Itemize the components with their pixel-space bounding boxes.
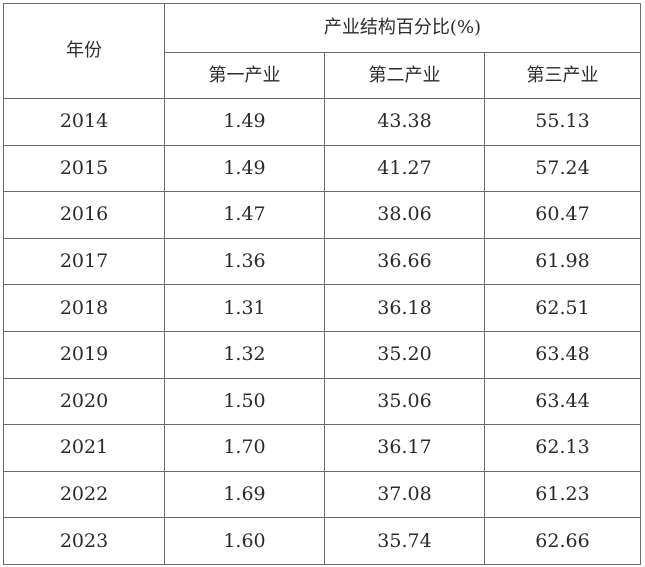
table-row: 2023 1.60 35.74 62.66	[3, 517, 641, 565]
secondary-industry-cell: 36.18	[324, 284, 485, 332]
table-row: 2019 1.32 35.20 63.48	[3, 330, 641, 379]
header-row-sub: 第一产业 第二产业 第三产业	[4, 52, 641, 99]
year-cell: 2015	[3, 144, 165, 193]
industry-structure-group-header: 产业结构百分比(%)	[164, 3, 641, 53]
tertiary-industry-cell: 62.66	[484, 517, 641, 565]
secondary-industry-cell: 43.38	[324, 98, 485, 146]
year-cell: 2018	[3, 284, 165, 332]
secondary-industry-cell: 41.27	[324, 144, 485, 193]
secondary-industry-cell: 35.20	[324, 330, 485, 379]
primary-industry-cell: 1.49	[164, 98, 325, 146]
primary-industry-cell: 1.60	[164, 517, 325, 565]
table-row: 2014 1.49 43.38 55.13	[3, 98, 641, 146]
primary-industry-cell: 1.49	[164, 144, 325, 193]
secondary-industry-cell: 36.66	[324, 237, 485, 286]
year-cell: 2022	[3, 470, 165, 519]
year-cell: 2014	[3, 98, 165, 146]
year-cell: 2016	[3, 191, 165, 239]
tertiary-industry-cell: 60.47	[484, 191, 641, 239]
secondary-industry-cell: 35.06	[324, 377, 485, 426]
year-cell: 2020	[3, 377, 165, 426]
primary-industry-cell: 1.69	[164, 470, 325, 519]
primary-industry-header: 第一产业	[164, 52, 325, 99]
tertiary-industry-cell: 57.24	[484, 144, 641, 193]
primary-industry-cell: 1.70	[164, 424, 325, 472]
table-row: 2015 1.49 41.27 57.24	[3, 144, 641, 193]
secondary-industry-cell: 38.06	[324, 191, 485, 239]
year-cell: 2017	[3, 237, 165, 286]
primary-industry-cell: 1.50	[164, 377, 325, 426]
primary-industry-cell: 1.32	[164, 330, 325, 379]
tertiary-industry-cell: 61.98	[484, 237, 641, 286]
secondary-industry-cell: 35.74	[324, 517, 485, 565]
tertiary-industry-cell: 62.51	[484, 284, 641, 332]
tertiary-industry-header: 第三产业	[484, 52, 641, 99]
tertiary-industry-cell: 55.13	[484, 98, 641, 146]
table-row: 2016 1.47 38.06 60.47	[3, 191, 641, 239]
tertiary-industry-cell: 61.23	[484, 470, 641, 519]
table-row: 2017 1.36 36.66 61.98	[3, 237, 641, 286]
industry-structure-table: 年份 产业结构百分比(%) 第一产业 第二产业 第三产业 2014 1.49 43.…	[3, 3, 641, 565]
table-row: 2021 1.70 36.17 62.13	[3, 424, 641, 472]
table-row: 2018 1.31 36.18 62.51	[3, 284, 641, 332]
tertiary-industry-cell: 63.44	[484, 377, 641, 426]
primary-industry-cell: 1.36	[164, 237, 325, 286]
tertiary-industry-cell: 62.13	[484, 424, 641, 472]
secondary-industry-header: 第二产业	[324, 52, 485, 99]
table-row: 2020 1.50 35.06 63.44	[3, 377, 641, 426]
secondary-industry-cell: 37.08	[324, 470, 485, 519]
table-body: 2014 1.49 43.38 55.13 2015 1.49 41.27 57.24 2016…	[3, 98, 641, 565]
table-row: 2022 1.69 37.08 61.23	[3, 470, 641, 519]
industry-structure-table-container: 年份 产业结构百分比(%) 第一产业 第二产业 第三产业 2014 1.49 43.…	[3, 3, 641, 565]
primary-industry-cell: 1.47	[164, 191, 325, 239]
table-header: 年份 产业结构百分比(%) 第一产业 第二产业 第三产业	[3, 3, 641, 99]
tertiary-industry-cell: 63.48	[484, 330, 641, 379]
primary-industry-cell: 1.31	[164, 284, 325, 332]
year-cell: 2021	[3, 424, 165, 472]
year-column-header: 年份	[3, 3, 165, 99]
year-cell: 2019	[3, 330, 165, 379]
secondary-industry-cell: 36.17	[324, 424, 485, 472]
year-cell: 2023	[3, 517, 165, 565]
header-row-group: 年份 产业结构百分比(%)	[3, 3, 641, 99]
